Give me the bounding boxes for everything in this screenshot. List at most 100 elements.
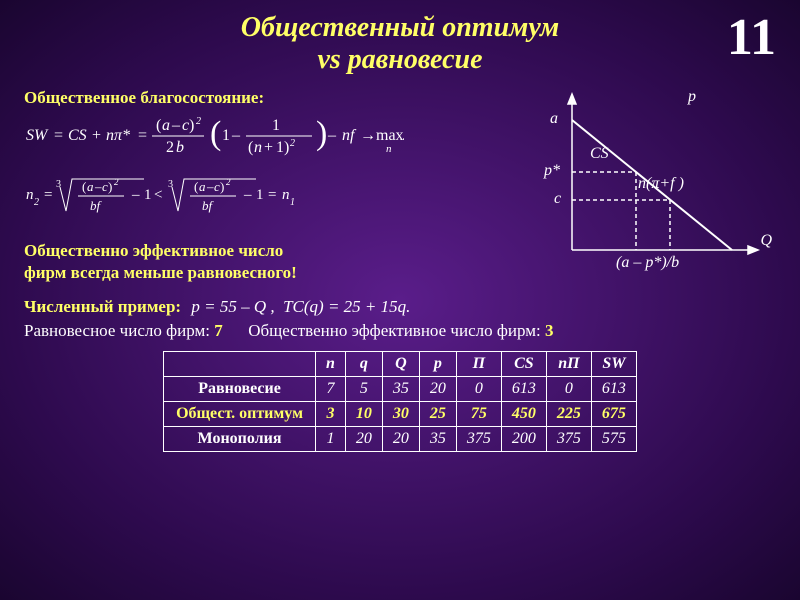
svg-text:CS: CS <box>68 127 87 144</box>
table-cell: 35 <box>419 426 456 451</box>
table-cell: 75 <box>456 401 501 426</box>
chart-label-Q: Q <box>760 232 772 250</box>
svg-text:1: 1 <box>290 197 295 208</box>
eq-firms-text: Равновесное число фирм: <box>24 321 214 340</box>
svg-text:(: ( <box>82 179 86 194</box>
svg-text:1): 1) <box>276 139 289 156</box>
svg-text:<: < <box>154 187 162 203</box>
svg-text:.: . <box>402 127 404 144</box>
svg-text:bf: bf <box>202 198 215 213</box>
table-row: Равновесие75352006130613 <box>164 376 637 401</box>
svg-text:=: = <box>44 187 52 203</box>
svg-text:2: 2 <box>34 197 39 208</box>
svg-text:→: → <box>360 127 376 144</box>
svg-text:(: ( <box>194 179 198 194</box>
svg-text:–: – <box>131 187 140 203</box>
table-header: p <box>419 351 456 376</box>
table-header: Q <box>382 351 419 376</box>
numeric-example-formula: p = 55 – Q , TC(q) = 25 + 15q. <box>191 297 410 316</box>
firms-summary: Равновесное число фирм: 7 Общественно эф… <box>24 321 800 341</box>
svg-text:1: 1 <box>144 187 152 203</box>
svg-text:–: – <box>231 127 241 144</box>
svg-text:bf: bf <box>90 198 103 213</box>
svg-text:–: – <box>327 127 337 144</box>
table-cell: 613 <box>501 376 546 401</box>
comparison-table: n q Q p П CS nП SW Равновесие75352006130… <box>163 351 637 452</box>
svg-text:(: ( <box>156 117 161 134</box>
svg-text:2: 2 <box>166 139 174 156</box>
row-label: Общест. оптимум <box>164 401 316 426</box>
svg-text:n(π+f ): n(π+f ) <box>638 175 684 192</box>
table-cell: 200 <box>501 426 546 451</box>
table-cell: 10 <box>345 401 382 426</box>
svg-text:(: ( <box>210 115 221 152</box>
table-header: CS <box>501 351 546 376</box>
table-cell: 5 <box>345 376 382 401</box>
table-header-row: n q Q p П CS nП SW <box>164 351 637 376</box>
svg-text:1: 1 <box>272 117 280 134</box>
svg-text:–: – <box>94 179 102 194</box>
svg-text:): ) <box>220 179 224 194</box>
svg-text:(: ( <box>248 139 253 156</box>
table-cell: 0 <box>456 376 501 401</box>
svg-text:nf: nf <box>342 127 357 144</box>
row-label: Равновесие <box>164 376 316 401</box>
svg-text:2: 2 <box>114 177 119 187</box>
svg-text:–: – <box>243 187 252 203</box>
table-header: n <box>315 351 345 376</box>
row-label: Монополия <box>164 426 316 451</box>
svg-text:CS: CS <box>590 145 609 162</box>
table-cell: 7 <box>315 376 345 401</box>
numeric-example-label: Численный пример: <box>24 297 181 316</box>
table-cell: 375 <box>456 426 501 451</box>
svg-text:n: n <box>282 187 290 203</box>
svg-text:nπ*: nπ* <box>106 127 130 144</box>
svg-text:2: 2 <box>226 177 231 187</box>
svg-text:a: a <box>199 179 206 194</box>
table-cell: 20 <box>382 426 419 451</box>
numeric-example: Численный пример: p = 55 – Q , TC(q) = 2… <box>24 297 800 317</box>
title-area: Общественный оптимум vs равновесие 11 <box>0 0 800 76</box>
table-header: q <box>345 351 382 376</box>
page-number: 11 <box>727 8 776 67</box>
table-cell: 1 <box>315 426 345 451</box>
table-cell: 450 <box>501 401 546 426</box>
title-line-1: Общественный оптимум <box>0 12 800 44</box>
svg-text:): ) <box>189 117 194 134</box>
table-cell: 225 <box>546 401 591 426</box>
svg-text:+: + <box>264 139 273 156</box>
svg-text:a: a <box>162 117 170 134</box>
svg-text:–: – <box>206 179 214 194</box>
svg-text:n: n <box>386 143 392 155</box>
chart-label-pstar: p* <box>544 162 560 180</box>
chart-label-a: a <box>550 110 558 128</box>
eff-firms-text: Общественно эффективное число фирм: <box>248 321 545 340</box>
table-header: nП <box>546 351 591 376</box>
svg-text:b: b <box>176 139 184 156</box>
svg-text:2: 2 <box>290 138 295 149</box>
table-cell: 30 <box>382 401 419 426</box>
table-cell: 35 <box>382 376 419 401</box>
svg-text:1: 1 <box>256 187 264 203</box>
table-header: П <box>456 351 501 376</box>
table-cell: 20 <box>419 376 456 401</box>
svg-text:–: – <box>171 117 181 134</box>
chart-label-c: c <box>554 190 561 208</box>
table-cell: 575 <box>591 426 636 451</box>
svg-text:=: = <box>54 127 63 144</box>
table-row: Общест. оптимум310302575450225675 <box>164 401 637 426</box>
eff-firms-val: 3 <box>545 321 554 340</box>
table-cell: 0 <box>546 376 591 401</box>
table-cell: 25 <box>419 401 456 426</box>
svg-text:a: a <box>87 179 94 194</box>
svg-text:+: + <box>92 127 101 144</box>
table-cell: 675 <box>591 401 636 426</box>
svg-text:max: max <box>376 127 404 144</box>
svg-text:=: = <box>138 127 147 144</box>
title-line-2: vs равновесие <box>0 44 800 76</box>
table-cell: 3 <box>315 401 345 426</box>
table-cell: 613 <box>591 376 636 401</box>
demand-chart: CS n(π+f ) p a p* c Q (a – p*)/b <box>532 90 772 290</box>
svg-text:n: n <box>26 187 34 203</box>
table-cell: 20 <box>345 426 382 451</box>
